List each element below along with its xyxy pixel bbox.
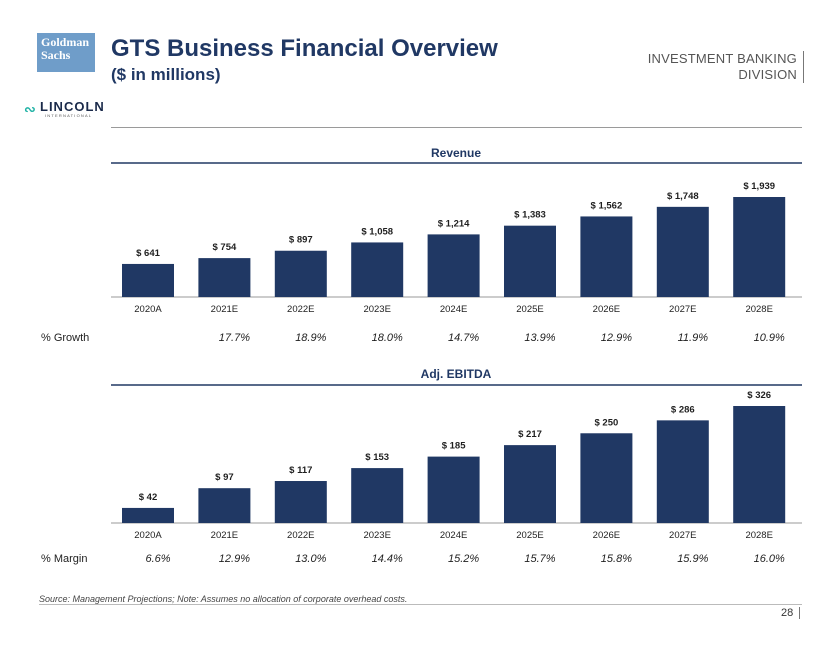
revenue-bar bbox=[733, 197, 786, 297]
revenue-data-label: $ 1,939 bbox=[743, 181, 775, 192]
footer-divider bbox=[39, 604, 802, 605]
ebitda-bar bbox=[122, 507, 174, 523]
ebitda-bar bbox=[504, 445, 556, 523]
revenue-data-label: $ 1,058 bbox=[361, 226, 393, 237]
ebitda-data-label: $ 117 bbox=[289, 465, 312, 476]
division-line-1: INVESTMENT BANKING bbox=[647, 51, 797, 66]
revenue-metric-value: 14.7% bbox=[447, 332, 480, 344]
revenue-tick-label: 2026E bbox=[593, 304, 620, 315]
revenue-data-label: $ 1,214 bbox=[438, 218, 470, 229]
ebitda-tick-label: 2028E bbox=[745, 530, 772, 541]
page-number: 28 bbox=[781, 607, 801, 619]
ebitda-tick-label: 2021E bbox=[211, 530, 238, 541]
ebitda-metric-value: 14.4% bbox=[371, 553, 403, 565]
revenue-data-label: $ 1,562 bbox=[591, 200, 623, 211]
division-label: INVESTMENT BANKING DIVISION bbox=[648, 51, 804, 83]
ebitda-tick-label: 2022E bbox=[287, 530, 314, 541]
ebitda-data-label: $ 217 bbox=[518, 429, 542, 440]
revenue-tick-label: 2022E bbox=[287, 304, 314, 315]
ebitda-data-label: $ 185 bbox=[442, 441, 466, 452]
revenue-metric-value: 18.9% bbox=[295, 332, 327, 344]
ebitda-bar bbox=[580, 433, 633, 523]
revenue-tick-label: 2020A bbox=[134, 304, 162, 315]
revenue-data-label: $ 1,748 bbox=[667, 191, 699, 202]
revenue-bar bbox=[504, 225, 556, 297]
ebitda-data-label: $ 326 bbox=[747, 390, 771, 401]
revenue-tick-label: 2028E bbox=[745, 304, 772, 315]
goldman-logo-line-1: Goldman bbox=[41, 35, 90, 49]
revenue-bar bbox=[351, 242, 404, 297]
ebitda-bar bbox=[198, 488, 251, 523]
ebitda-data-label: $ 286 bbox=[671, 404, 695, 415]
revenue-data-label: $ 641 bbox=[136, 248, 160, 259]
revenue-bar bbox=[580, 216, 633, 297]
revenue-tick-label: 2027E bbox=[669, 304, 696, 315]
ebitda-metric-value: 15.2% bbox=[447, 553, 480, 565]
ebitda-data-label: $ 97 bbox=[215, 472, 234, 483]
page-subtitle: ($ in millions) bbox=[111, 65, 221, 84]
ebitda-data-label: $ 250 bbox=[595, 417, 619, 428]
ebitda-metric-value: 15.9% bbox=[677, 553, 709, 565]
ebitda-bar bbox=[351, 468, 404, 523]
revenue-bar bbox=[122, 263, 174, 297]
revenue-tick-label: 2025E bbox=[516, 304, 543, 315]
ebitda-tick-label: 2026E bbox=[593, 530, 620, 541]
revenue-tick-label: 2024E bbox=[440, 304, 467, 315]
revenue-bar bbox=[427, 234, 480, 297]
revenue-metric-value: 13.9% bbox=[524, 332, 556, 344]
lincoln-wave-icon: ∾ bbox=[24, 101, 36, 117]
ebitda-bar bbox=[656, 420, 709, 523]
ebitda-data-label: $ 153 bbox=[365, 452, 389, 463]
lincoln-international-logo: ∾ LINCOLN INTERNATIONAL bbox=[24, 99, 114, 121]
ebitda-bar bbox=[733, 406, 786, 523]
revenue-metric-value: 11.9% bbox=[677, 332, 708, 344]
revenue-chart-title: Revenue bbox=[431, 146, 481, 160]
ebitda-metric-value: 15.7% bbox=[524, 553, 556, 565]
ebitda-metric-value: 15.8% bbox=[600, 553, 632, 565]
revenue-metric-value: 12.9% bbox=[600, 332, 632, 344]
ebitda-metric-value: 13.0% bbox=[295, 553, 327, 565]
ebitda-tick-label: 2025E bbox=[516, 530, 543, 541]
page-title: GTS Business Financial Overview bbox=[111, 35, 498, 62]
lincoln-logo-name: LINCOLN bbox=[40, 99, 105, 114]
goldman-sachs-logo: Goldman Sachs bbox=[37, 33, 95, 72]
revenue-bar bbox=[274, 250, 327, 297]
revenue-data-label: $ 1,383 bbox=[514, 210, 546, 221]
revenue-metric-value: 10.9% bbox=[753, 332, 785, 344]
revenue-bar bbox=[198, 258, 251, 297]
lincoln-logo-sub: INTERNATIONAL bbox=[45, 113, 93, 118]
ebitda-tick-label: 2027E bbox=[669, 530, 696, 541]
revenue-data-label: $ 754 bbox=[213, 242, 237, 253]
header-divider bbox=[111, 127, 802, 128]
ebitda-data-label: $ 42 bbox=[139, 492, 158, 503]
goldman-logo-line-2: Sachs bbox=[41, 48, 71, 62]
ebitda-metric-value: 16.0% bbox=[753, 553, 785, 565]
revenue-tick-label: 2021E bbox=[211, 304, 238, 315]
revenue-data-label: $ 897 bbox=[289, 235, 313, 246]
revenue-bar bbox=[656, 206, 709, 297]
ebitda-bar bbox=[274, 481, 327, 523]
ebitda-metric-value: 6.6% bbox=[145, 553, 171, 565]
margin-row-label: % Margin bbox=[41, 553, 88, 565]
growth-row-label: % Growth bbox=[41, 332, 90, 344]
ebitda-chart-title: Adj. EBITDA bbox=[421, 367, 492, 381]
ebitda-tick-label: 2024E bbox=[440, 530, 467, 541]
revenue-metric-value: 17.7% bbox=[218, 332, 250, 344]
revenue-metric-value: 18.0% bbox=[371, 332, 403, 344]
ebitda-tick-label: 2020A bbox=[134, 530, 162, 541]
division-line-2: DIVISION bbox=[738, 67, 797, 82]
revenue-tick-label: 2023E bbox=[363, 304, 390, 315]
source-footnote: Source: Management Projections; Note: As… bbox=[39, 594, 408, 604]
ebitda-tick-label: 2023E bbox=[363, 530, 390, 541]
ebitda-bar bbox=[427, 456, 480, 523]
ebitda-metric-value: 12.9% bbox=[218, 553, 250, 565]
